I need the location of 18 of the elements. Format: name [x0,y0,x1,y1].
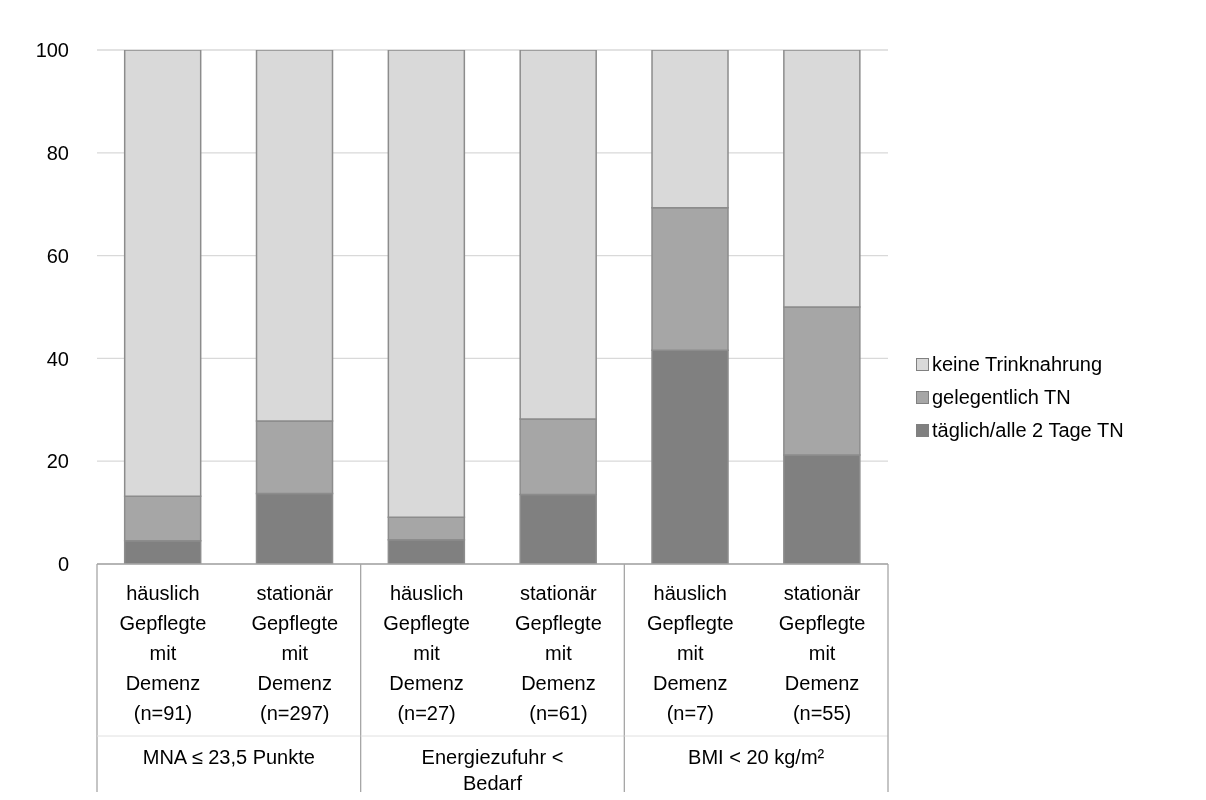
x-tick-label: häuslich Gepflegte mit Demenz (n=91) [119,582,207,724]
legend-label: täglich/alle 2 Tage TN [932,419,1124,442]
y-tick-label: 80 [46,141,69,164]
x-tick-label: stationär Gepflegte mit Demenz (n=297) [251,582,339,724]
y-tick-label: 0 [57,553,69,576]
x-tick-label: häuslich Gepflegte mit Demenz (n=7) [646,582,734,724]
legend-label: keine Trinknahrung [932,353,1103,376]
y-tick-label: 20 [46,450,69,473]
text: BMI < 20 kg/m² [688,746,825,768]
text: MNA ≤ 23,5 Punkte [142,746,315,768]
text: Energiezufuhr < Bedarf [421,746,564,794]
y-tick-label: 100 [35,39,69,62]
legend-label: gelegentlich TN [932,386,1071,409]
y-tick-label: 40 [46,347,69,370]
x-tick-label: stationär Gepflegte mit Demenz (n=55) [778,582,866,724]
x-tick-label: stationär Gepflegte mit Demenz (n=61) [515,582,602,724]
x-tick-label: häuslich Gepflegte mit Demenz (n=27) [383,582,470,724]
y-tick-label: 60 [46,244,69,267]
